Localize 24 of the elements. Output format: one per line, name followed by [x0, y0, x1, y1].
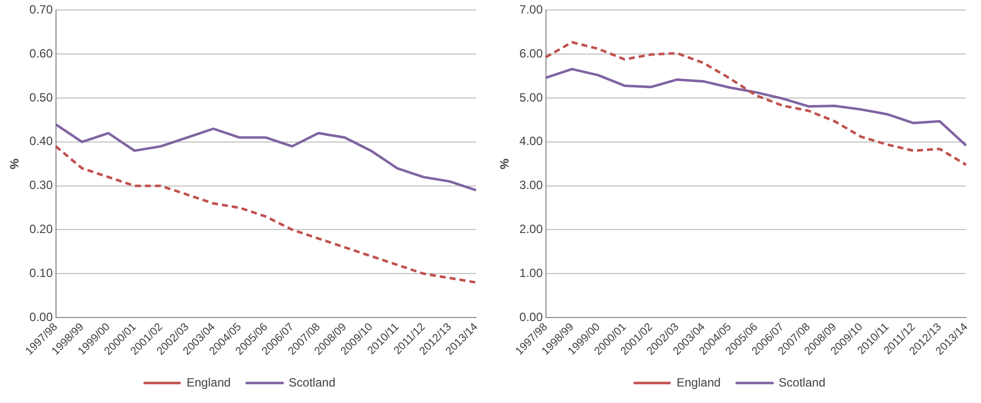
- y-tick-label: 0.20: [29, 222, 54, 236]
- y-tick-label: 0.00: [519, 310, 544, 324]
- legend-label: Scotland: [288, 375, 336, 390]
- y-tick-label: 0.60: [29, 46, 54, 60]
- y-tick-label: 7.00: [519, 2, 544, 17]
- y-tick-label: 0.50: [29, 90, 54, 104]
- y-tick-label: 0.10: [29, 266, 54, 280]
- y-tick-label: 1.00: [519, 266, 544, 280]
- y-tick-label: 4.00: [519, 134, 544, 148]
- y-tick-label: 0.00: [29, 310, 54, 324]
- y-tick-label: 3.00: [519, 178, 544, 192]
- y-tick-label: 5.00: [519, 90, 544, 104]
- y-axis-title: %: [8, 158, 22, 170]
- y-tick-label: 2.00: [519, 222, 544, 236]
- y-tick-label: 0.40: [29, 134, 54, 148]
- legend-label: England: [186, 375, 231, 390]
- y-axis-title: %: [498, 158, 512, 170]
- line-series: [544, 41, 968, 166]
- y-tick-label: 6.00: [519, 46, 544, 60]
- line-series: [54, 145, 478, 284]
- legend-label: Scotland: [778, 375, 826, 390]
- y-tick-label: 0.70: [29, 2, 54, 17]
- legend-label: England: [676, 375, 721, 390]
- y-tick-label: 0.30: [29, 178, 54, 192]
